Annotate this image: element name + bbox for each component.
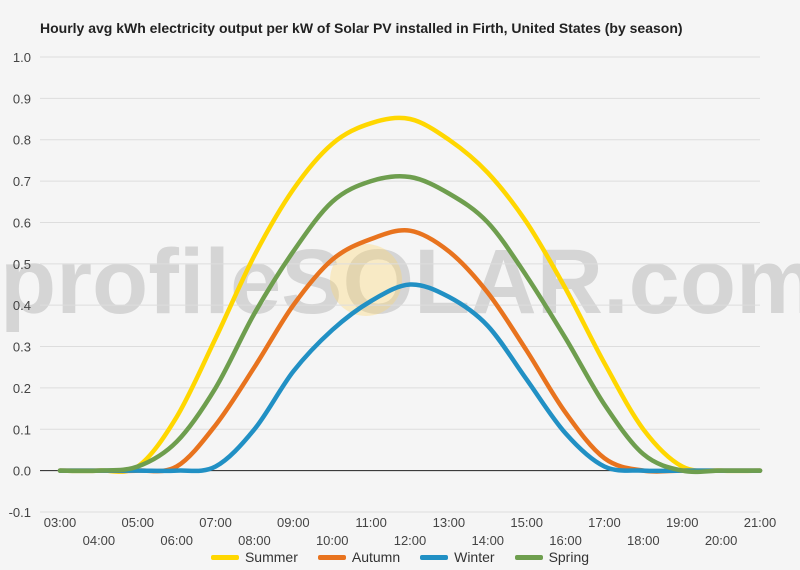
legend-label-winter: Winter: [454, 549, 495, 565]
x-tick-label: 19:00: [666, 515, 699, 530]
y-tick-label: 0.3: [13, 340, 31, 355]
x-tick-label: 10:00: [316, 533, 349, 548]
x-tick-label: 13:00: [433, 515, 466, 530]
y-tick-label: 0.2: [13, 381, 31, 396]
x-tick-label: 21:00: [744, 515, 777, 530]
legend-item-winter[interactable]: Winter: [420, 549, 495, 565]
y-tick-label: 0.5: [13, 257, 31, 272]
legend-label-spring: Spring: [548, 549, 590, 565]
y-tick-label: 1.0: [13, 50, 31, 65]
y-tick-label: 0.0: [13, 464, 31, 479]
legend-item-autumn[interactable]: Autumn: [317, 549, 401, 565]
x-tick-label: 11:00: [355, 515, 387, 530]
x-tick-label: 06:00: [160, 533, 193, 548]
legend-label-autumn: Autumn: [351, 549, 401, 565]
x-tick-label: 07:00: [199, 515, 232, 530]
x-tick-label: 03:00: [44, 515, 77, 530]
y-tick-label: 0.6: [13, 215, 31, 230]
legend-item-spring[interactable]: Spring: [514, 549, 590, 565]
legend-swatch-spring: [514, 554, 543, 560]
legend-swatch-summer: [210, 554, 239, 560]
x-tick-label: 20:00: [705, 533, 738, 548]
y-tick-label: 0.7: [13, 174, 31, 189]
x-tick-label: 15:00: [510, 515, 543, 530]
x-tick-label: 16:00: [549, 533, 582, 548]
watermark-text: profileSOLAR.com: [0, 231, 800, 333]
legend-label-summer: Summer: [244, 549, 298, 565]
y-tick-label: -0.1: [9, 505, 31, 520]
y-tick-label: 0.1: [13, 422, 31, 437]
legend-swatch-winter: [420, 554, 449, 560]
y-tick-label: 0.8: [13, 133, 31, 148]
x-tick-label: 18:00: [627, 533, 660, 548]
legend-swatch-autumn: [317, 554, 346, 560]
chart-title: Hourly avg kWh electricity output per kW…: [40, 20, 683, 36]
series-line-winter: [57, 282, 763, 474]
x-tick-label: 08:00: [238, 533, 271, 548]
chart-legend: Summer Autumn Winter Spring: [0, 549, 800, 565]
x-tick-label: 09:00: [277, 515, 310, 530]
x-tick-label: 04:00: [83, 533, 116, 548]
x-tick-label: 17:00: [588, 515, 621, 530]
x-tick-label: 05:00: [122, 515, 155, 530]
y-tick-label: 0.4: [13, 298, 31, 313]
x-tick-label: 14:00: [472, 533, 505, 548]
series-line-summer: [57, 115, 763, 474]
series-line-spring: [57, 173, 763, 475]
legend-item-summer[interactable]: Summer: [210, 549, 298, 565]
y-tick-label: 0.9: [13, 91, 31, 106]
x-tick-label: 12:00: [394, 533, 427, 548]
